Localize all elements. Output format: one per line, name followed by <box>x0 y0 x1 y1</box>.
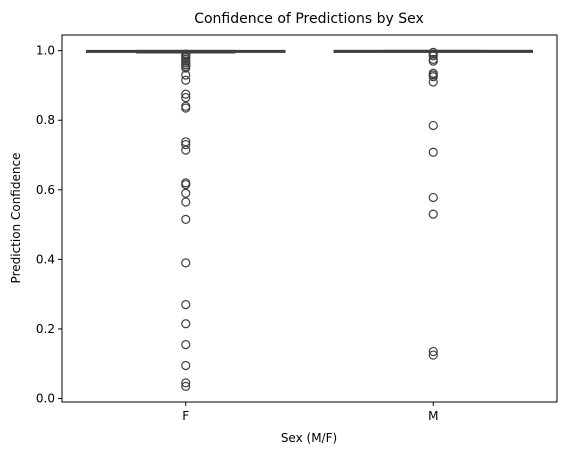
axes: F M 0.0 0.2 0.4 0.6 0.8 1.0 <box>36 34 558 423</box>
y-tick-label: 0.8 <box>36 113 55 127</box>
plot-area <box>86 47 533 391</box>
outlier-point <box>428 51 438 61</box>
outlier-point <box>181 63 191 73</box>
outlier-point <box>428 147 438 157</box>
y-tick-label: 0.0 <box>36 392 55 406</box>
outlier-point <box>181 381 191 391</box>
outlier-point <box>181 103 191 113</box>
chart-title: Confidence of Predictions by Sex <box>194 11 424 27</box>
outlier-point <box>428 192 438 203</box>
outlier-point <box>181 70 191 80</box>
x-axis-label: Sex (M/F) <box>281 431 337 445</box>
y-tick-label: 1.0 <box>36 44 55 58</box>
box-group-f <box>86 49 286 391</box>
outlier-point <box>181 145 191 155</box>
outlier-point <box>181 93 191 103</box>
outlier-point <box>181 378 191 388</box>
y-tick-label: 0.2 <box>36 322 55 336</box>
outlier-point <box>181 188 191 198</box>
outlier-point <box>181 319 191 329</box>
outlier-point <box>181 258 191 268</box>
x-tick-label: F <box>182 409 189 423</box>
x-tick-label: M <box>428 409 438 423</box>
outlier-point <box>428 350 438 360</box>
outlier-point <box>181 214 191 224</box>
outlier-point <box>181 179 191 190</box>
outlier-point <box>428 56 438 66</box>
outlier-point <box>428 209 438 219</box>
y-axis-label: Prediction Confidence <box>9 153 23 284</box>
y-tick-label: 0.6 <box>36 183 55 197</box>
outlier-point <box>181 197 191 207</box>
outlier-point <box>181 75 191 85</box>
outlier-point <box>181 299 191 310</box>
outlier-point <box>181 340 191 350</box>
outlier-point <box>428 346 438 357</box>
outlier-point <box>181 360 191 371</box>
outlier-point <box>428 72 438 82</box>
outlier-point <box>428 120 438 131</box>
plot-frame <box>61 34 558 403</box>
outlier-point <box>181 89 191 99</box>
box-group-m <box>333 47 533 360</box>
y-tick-label: 0.4 <box>36 252 55 266</box>
outlier-point <box>428 77 438 87</box>
outlier-point <box>181 139 191 150</box>
